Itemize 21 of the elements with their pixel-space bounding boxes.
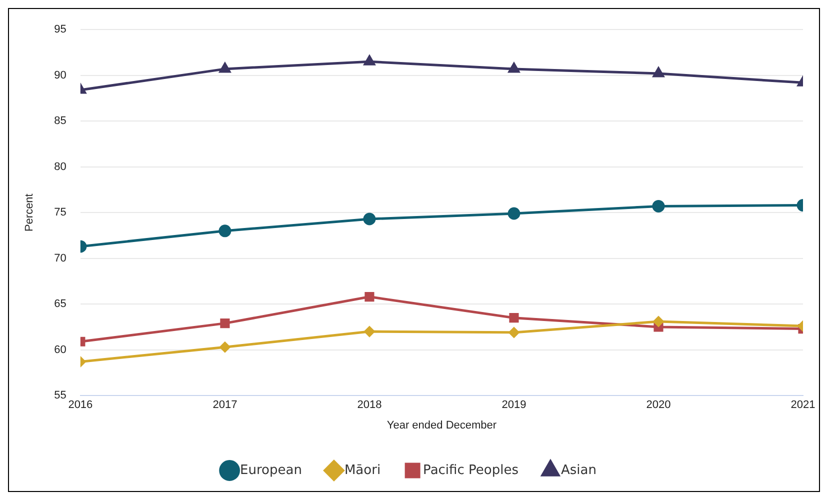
legend-label: Pacific Peoples bbox=[423, 462, 519, 478]
x-tick-label: 2020 bbox=[646, 399, 671, 412]
y-tick-label: 70 bbox=[54, 252, 66, 264]
y-tick-label: 55 bbox=[54, 390, 66, 402]
y-tick-label: 95 bbox=[54, 24, 66, 36]
x-axis-title: Year ended December bbox=[386, 419, 497, 432]
legend-label: Māori bbox=[344, 462, 381, 478]
x-tick-label: 2018 bbox=[357, 399, 382, 412]
x-tick-label: 2017 bbox=[212, 399, 238, 412]
y-tick-label: 90 bbox=[54, 69, 66, 82]
x-tick-label: 2021 bbox=[790, 399, 816, 412]
y-tick-label: 80 bbox=[54, 160, 66, 173]
y-tick-label: 85 bbox=[54, 115, 66, 128]
y-tick-label: 60 bbox=[54, 344, 66, 356]
legend-label: Asian bbox=[560, 462, 596, 478]
y-tick-label: 75 bbox=[54, 206, 66, 219]
y-tick-label: 65 bbox=[54, 298, 66, 310]
legend-label: European bbox=[240, 462, 302, 478]
x-tick-label: 2019 bbox=[502, 399, 526, 412]
y-axis-title: Percent bbox=[24, 194, 36, 232]
x-tick-label: 2016 bbox=[68, 399, 93, 412]
